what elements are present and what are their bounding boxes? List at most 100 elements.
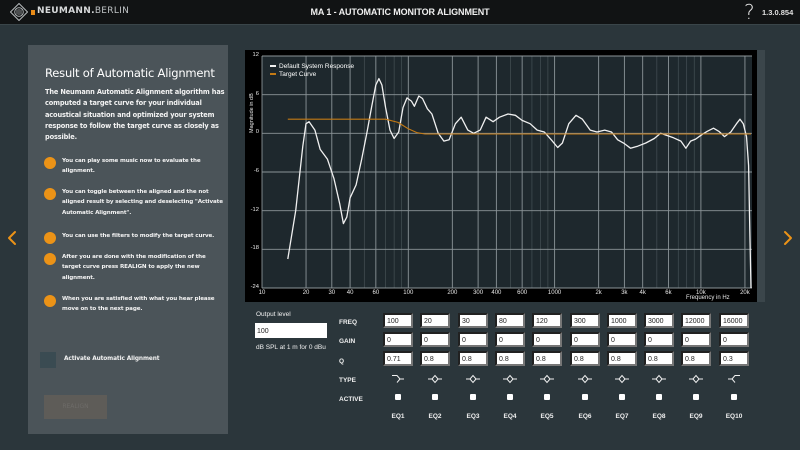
- version-label: 1.3.0.854: [762, 8, 794, 17]
- hint-bullet-icon: [44, 232, 56, 244]
- y-tick-label: 0: [255, 129, 259, 136]
- x-tick-label: 400: [491, 290, 502, 296]
- neumann-logo-icon: [10, 3, 28, 21]
- active-row-label: ACTIVE: [339, 396, 363, 403]
- eq7-gain-input[interactable]: [607, 332, 637, 347]
- y-tick-label: -18: [250, 245, 259, 252]
- eq6-q-input[interactable]: [570, 351, 600, 366]
- eq8-q-input[interactable]: [644, 351, 674, 366]
- x-tick-label: 10k: [696, 290, 706, 296]
- eq2-gain-input[interactable]: [420, 332, 450, 347]
- y-tick-label: -24: [250, 284, 259, 290]
- high-pass-icon[interactable]: [383, 374, 413, 384]
- eq10-q-input[interactable]: [719, 351, 749, 366]
- eq7-active-checkbox[interactable]: [619, 394, 625, 400]
- type-row-label: TYPE: [339, 377, 356, 384]
- eq1-q-input[interactable]: [383, 351, 413, 366]
- eq6-freq-input[interactable]: [570, 313, 600, 328]
- brand-secondary: BERLIN: [94, 6, 130, 16]
- panel-title: Result of Automatic Alignment: [45, 66, 215, 80]
- peak-icon[interactable]: [570, 374, 600, 384]
- eq4-freq-input[interactable]: [495, 313, 525, 328]
- y-tick-label: -12: [250, 206, 259, 213]
- x-tick-label: 6k: [665, 290, 672, 296]
- eq-band-label: EQ1: [391, 413, 405, 420]
- eq5-q-input[interactable]: [532, 351, 562, 366]
- hint-text: You can toggle between the aligned and t…: [62, 189, 223, 216]
- eq9-freq-input[interactable]: [681, 313, 711, 328]
- hint-bullet-icon: [44, 295, 56, 307]
- high-shelf-icon[interactable]: [719, 374, 749, 384]
- x-tick-label: 2k: [595, 290, 602, 296]
- eq7-q-input[interactable]: [607, 351, 637, 366]
- x-tick-label: 600: [517, 290, 528, 296]
- eq2-q-input[interactable]: [420, 351, 450, 366]
- legend-item-target: Target Curve: [270, 70, 354, 78]
- eq-band-label: EQ2: [428, 413, 442, 420]
- eq-band-label: EQ6: [578, 413, 592, 420]
- peak-icon[interactable]: [495, 374, 525, 384]
- chart-edge: [757, 50, 765, 302]
- chevron-left-icon[interactable]: [5, 228, 19, 248]
- hint-bullet-icon: [44, 157, 56, 169]
- peak-icon[interactable]: [420, 374, 450, 384]
- peak-icon[interactable]: [458, 374, 488, 384]
- eq2-active-checkbox[interactable]: [432, 394, 438, 400]
- eq3-q-input[interactable]: [458, 351, 488, 366]
- eq4-q-input[interactable]: [495, 351, 525, 366]
- eq8-gain-input[interactable]: [644, 332, 674, 347]
- x-tick-label: 10: [258, 290, 266, 296]
- eq8-active-checkbox[interactable]: [656, 394, 662, 400]
- eq4-gain-input[interactable]: [495, 332, 525, 347]
- app-title: MA 1 - AUTOMATIC MONITOR ALIGNMENT: [310, 7, 490, 17]
- x-tick-label: 60: [372, 290, 380, 296]
- eq2-freq-input[interactable]: [420, 313, 450, 328]
- hint-bullet-icon: [44, 188, 56, 200]
- eq8-freq-input[interactable]: [644, 313, 674, 328]
- eq6-gain-input[interactable]: [570, 332, 600, 347]
- x-tick-label: 1000: [547, 290, 562, 296]
- eq3-freq-input[interactable]: [458, 313, 488, 328]
- eq9-gain-input[interactable]: [681, 332, 711, 347]
- eq10-active-checkbox[interactable]: [731, 394, 737, 400]
- eq3-gain-input[interactable]: [458, 332, 488, 347]
- activate-alignment-checkbox[interactable]: [40, 352, 56, 368]
- eq1-gain-input[interactable]: [383, 332, 413, 347]
- peak-icon[interactable]: [607, 374, 637, 384]
- eq3-active-checkbox[interactable]: [470, 394, 476, 400]
- hint-text: When you are satisfied with what you hea…: [62, 296, 215, 313]
- activate-alignment-label[interactable]: Activate Automatic Alignment: [64, 356, 160, 362]
- eq10-freq-input[interactable]: [719, 313, 749, 328]
- eq5-active-checkbox[interactable]: [544, 394, 550, 400]
- eq9-active-checkbox[interactable]: [693, 394, 699, 400]
- realign-button[interactable]: REALIGN: [44, 395, 107, 419]
- output-level-input[interactable]: [255, 323, 327, 338]
- x-tick-label: 100: [403, 290, 414, 296]
- peak-icon[interactable]: [532, 374, 562, 384]
- eq7-freq-input[interactable]: [607, 313, 637, 328]
- eq4-active-checkbox[interactable]: [507, 394, 513, 400]
- system-response-curve: [287, 77, 752, 289]
- eq10-gain-input[interactable]: [719, 332, 749, 347]
- eq9-q-input[interactable]: [681, 351, 711, 366]
- eq-band-label: EQ10: [725, 413, 743, 420]
- x-tick-label: 4k: [639, 290, 646, 296]
- title-bar: NEUMANN.BERLIN MA 1 - AUTOMATIC MONITOR …: [0, 0, 800, 25]
- help-button[interactable]: ?: [744, 0, 755, 24]
- eq-band-label: EQ9: [689, 413, 703, 420]
- legend-label: Target Curve: [279, 70, 317, 78]
- eq5-gain-input[interactable]: [532, 332, 562, 347]
- chevron-right-icon[interactable]: [781, 228, 795, 248]
- eq6-active-checkbox[interactable]: [582, 394, 588, 400]
- eq1-freq-input[interactable]: [383, 313, 413, 328]
- brand-separator: .: [91, 6, 95, 16]
- eq5-freq-input[interactable]: [532, 313, 562, 328]
- target-curve: [287, 118, 751, 135]
- legend-swatch: [270, 65, 276, 67]
- peak-icon[interactable]: [644, 374, 674, 384]
- x-axis-label: Frequency in Hz: [686, 295, 730, 301]
- eq1-active-checkbox[interactable]: [395, 394, 401, 400]
- peak-icon[interactable]: [681, 374, 711, 384]
- q-row-label: Q: [339, 358, 345, 365]
